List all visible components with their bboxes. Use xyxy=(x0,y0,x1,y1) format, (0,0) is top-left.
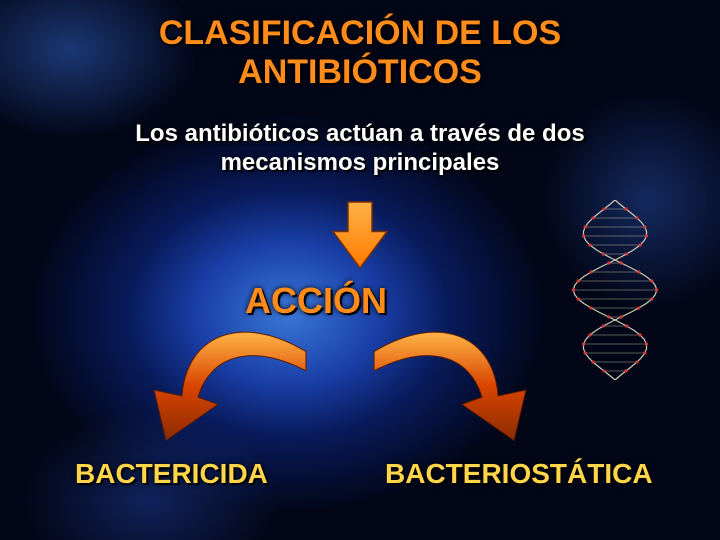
leaf-left-label: BACTERICIDA xyxy=(75,458,268,490)
title-line2: ANTIBIÓTICOS xyxy=(0,53,720,92)
leaf-right-label: BACTERIOSTÁTICA xyxy=(385,458,653,490)
arrow-down-icon xyxy=(330,200,390,270)
slide-root: CLASIFICACIÓN DE LOS ANTIBIÓTICOS Los an… xyxy=(0,0,720,540)
arrow-left-icon xyxy=(130,330,330,450)
arrow-right-icon xyxy=(350,330,550,450)
molecule-icon xyxy=(550,200,680,380)
subtitle-line2: mecanismos principales xyxy=(0,149,720,178)
action-label: ACCIÓN xyxy=(245,280,387,322)
title-line1: CLASIFICACIÓN DE LOS xyxy=(0,14,720,53)
slide-title: CLASIFICACIÓN DE LOS ANTIBIÓTICOS xyxy=(0,14,720,92)
subtitle-line1: Los antibióticos actúan a través de dos xyxy=(0,120,720,149)
slide-subtitle: Los antibióticos actúan a través de dos … xyxy=(0,120,720,178)
